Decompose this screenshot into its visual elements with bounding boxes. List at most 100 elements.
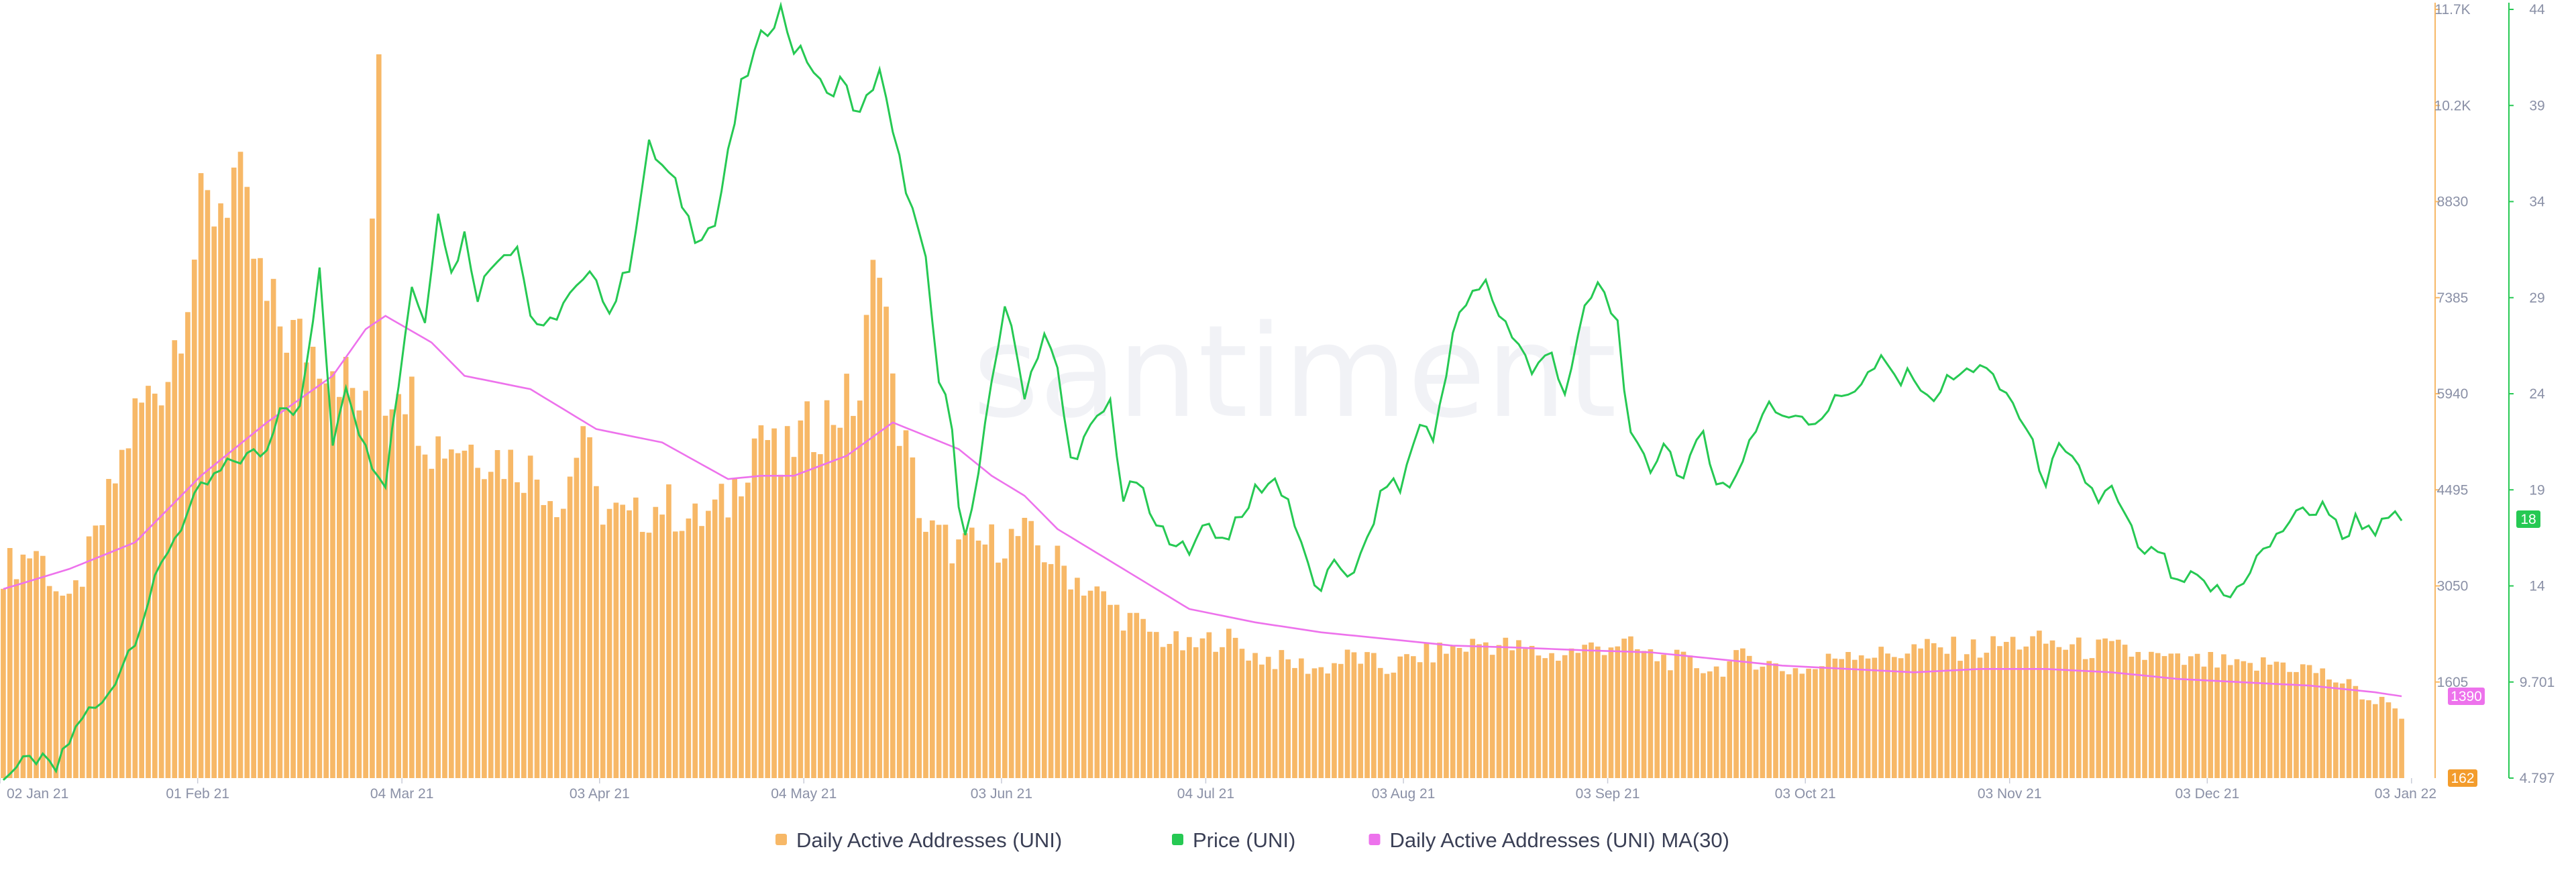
daa-bar	[1687, 655, 1693, 778]
daa-bar	[2161, 656, 2167, 778]
daa-bar	[370, 218, 375, 778]
daa-bar	[910, 457, 916, 778]
daa-bar	[1680, 651, 1686, 778]
daa-bar	[158, 405, 164, 778]
daa-bar	[2030, 636, 2035, 778]
daa-bar	[1990, 636, 1996, 778]
line-series	[2, 1, 2403, 781]
daa-bar	[1904, 653, 1911, 778]
daa-bar	[468, 444, 474, 778]
daa-bar	[330, 371, 335, 778]
daa-bar	[231, 167, 237, 778]
daa-bar	[1654, 661, 1660, 778]
daa-bar	[2379, 696, 2385, 778]
daa-bar	[1911, 644, 1917, 778]
daa-bar	[1792, 668, 1799, 778]
daa-bar	[494, 449, 500, 778]
daa-bar	[718, 484, 724, 778]
daa-bar	[1898, 658, 1904, 778]
daa-bar	[448, 449, 454, 778]
daa-bar	[27, 558, 33, 778]
daa-bar	[2056, 647, 2062, 778]
daa-bar	[633, 497, 639, 778]
daa-bar	[672, 531, 678, 778]
x-tick-label: 01 Feb 21	[166, 786, 229, 802]
daa-bar	[119, 449, 125, 778]
x-tick-label: 03 Jun 21	[971, 786, 1032, 802]
daa-bar	[482, 479, 487, 778]
legend-label: Price (UNI)	[1193, 828, 1295, 852]
daa-bar	[1786, 674, 1792, 778]
daa-bar	[2221, 654, 2226, 778]
daa-bar	[508, 449, 514, 778]
daa-bar	[1252, 653, 1258, 778]
daa-bar	[1562, 655, 1568, 778]
daa-bar	[1068, 589, 1073, 778]
daa-bar	[1997, 646, 2002, 778]
daa-bar	[1075, 578, 1080, 778]
daa-bar	[587, 437, 592, 778]
daa-bar	[851, 416, 856, 778]
daa-bar	[1542, 658, 1548, 778]
daa-bar	[1621, 639, 1627, 778]
daa-bar	[1740, 648, 1746, 778]
daa-bar	[290, 320, 296, 778]
daa-bar	[1344, 649, 1350, 778]
daa-bar	[1628, 636, 1633, 778]
daa-bar	[1008, 529, 1014, 778]
daa-bar	[863, 315, 869, 779]
x-tick-label: 03 Sep 21	[1576, 786, 1640, 802]
daa-bar	[1595, 646, 1601, 778]
daa-bar	[2010, 637, 2016, 778]
daa-bar	[2070, 644, 2075, 778]
daa-bar	[1332, 663, 1337, 778]
daa-bar	[751, 438, 757, 778]
x-tick-label: 04 Jul 21	[1177, 786, 1234, 802]
daa-bar	[1134, 612, 1140, 778]
daa-bar	[1489, 655, 1495, 778]
daa-bar	[1727, 661, 1733, 778]
daa-bar	[2043, 643, 2049, 778]
daa-bar	[1108, 604, 1113, 778]
daa-bar	[1087, 590, 1093, 778]
daa-bar	[2313, 673, 2319, 778]
daa-bar	[99, 525, 105, 778]
daa-bar	[725, 517, 731, 778]
daa-bar	[844, 374, 849, 778]
daa-bar	[903, 430, 909, 778]
daa-bar	[818, 454, 823, 778]
daa-bar	[1358, 663, 1364, 778]
daa-bar	[653, 506, 659, 778]
daa-bar	[2188, 656, 2194, 778]
daa-bar	[396, 394, 402, 778]
daa-bar	[343, 356, 349, 778]
daa-bar	[1055, 545, 1061, 778]
daa-bar	[317, 378, 323, 778]
daa-bar	[1041, 562, 1047, 778]
daa-bar	[1601, 655, 1607, 778]
daa-bar	[692, 503, 698, 778]
daa-bar	[2102, 638, 2108, 778]
daa-bar	[178, 353, 184, 778]
daa-bar	[706, 510, 711, 778]
daa-bar	[1338, 663, 1344, 778]
legend-swatch	[1368, 834, 1381, 845]
x-tick-label: 03 Apr 21	[570, 786, 630, 802]
axes: 11.7K 10.2K 8830 7385 5940 4495 3050 1605 44 39 34…	[0, 2, 2555, 802]
daa-bar	[1424, 642, 1430, 778]
daa-bar	[745, 482, 751, 778]
daa-last-value-bg	[2448, 769, 2477, 787]
daa-bar	[627, 510, 632, 778]
daa-bar	[323, 383, 329, 778]
daa-bar	[515, 482, 520, 778]
daa-bar	[191, 260, 197, 778]
daa-bar	[1022, 518, 1028, 778]
daa-bar	[258, 258, 263, 778]
daa-bar	[125, 448, 131, 778]
daa-bar	[310, 346, 316, 778]
daa-bar	[824, 400, 830, 778]
daa-bar	[1246, 660, 1252, 778]
daa-bar	[1733, 650, 1739, 778]
daa-bar	[554, 517, 559, 778]
daa-bar	[1325, 673, 1330, 778]
